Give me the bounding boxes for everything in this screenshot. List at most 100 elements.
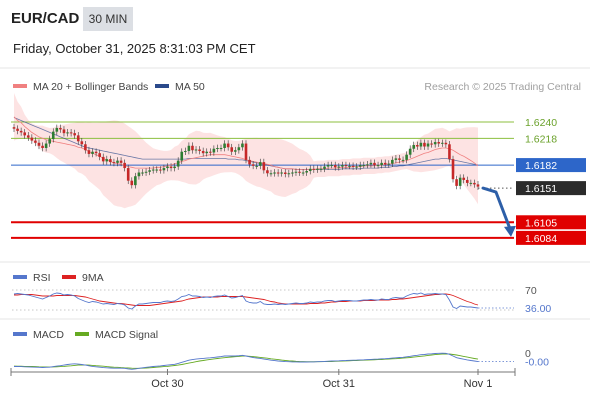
candle-up	[51, 131, 55, 140]
candle-up	[237, 147, 241, 151]
candle-up	[219, 148, 223, 149]
candle-up	[180, 151, 184, 161]
legend-ma50-swatch	[155, 84, 169, 88]
candle-up	[134, 176, 137, 186]
candle-up	[148, 170, 151, 172]
macd-zero-label: 0	[525, 348, 531, 360]
candle-up	[387, 163, 391, 165]
candle-up	[141, 172, 144, 174]
candle-down	[112, 162, 116, 164]
candle-down	[130, 180, 134, 186]
candle-up	[348, 165, 351, 167]
candle-down	[12, 127, 16, 129]
resistance-label: 1.6240	[525, 117, 557, 129]
candle-down	[169, 166, 173, 169]
interval-button[interactable]: 30 MIN	[83, 7, 133, 31]
candle-up	[173, 166, 176, 169]
candle-up	[330, 165, 333, 167]
x-axis: Oct 30 Oct 31 Nov 1	[10, 368, 516, 390]
candle-up	[44, 143, 48, 148]
research-credit: Research © 2025 Trading Central	[424, 81, 581, 93]
candle-up	[369, 162, 373, 165]
x-tick-label: Oct 30	[151, 378, 183, 390]
candle-up	[319, 168, 323, 170]
candle-up	[137, 172, 141, 177]
candle-up	[308, 168, 312, 172]
legend-9ma-swatch	[62, 275, 76, 279]
candle-down	[94, 151, 98, 154]
candle-up	[337, 166, 341, 168]
candle-down	[59, 127, 62, 130]
candle-down	[76, 135, 80, 142]
candle-down	[248, 159, 251, 165]
legend-rsi-label: RSI	[33, 272, 51, 284]
candle-down	[244, 143, 248, 160]
candle-down	[19, 130, 23, 133]
candle-down	[119, 160, 123, 163]
candle-down	[448, 144, 451, 160]
candle-up	[316, 168, 319, 170]
candle-up	[258, 162, 262, 166]
candle-up	[419, 142, 423, 147]
candle-up	[144, 171, 148, 173]
x-tick-label: Nov 1	[464, 378, 493, 390]
candle-up	[405, 154, 408, 160]
candle-up	[212, 148, 216, 153]
support-label-box	[516, 215, 586, 230]
candle-up	[458, 177, 462, 186]
candle-up	[269, 173, 273, 175]
candle-up	[194, 149, 198, 151]
candle-down	[230, 147, 234, 152]
legend-rsi-swatch	[13, 275, 27, 279]
candle-down	[159, 169, 162, 171]
projection-arrow-head	[504, 225, 516, 237]
legend-ma20-label: MA 20 + Bollinger Bands	[33, 81, 148, 93]
candle-down	[444, 142, 448, 145]
candle-up	[273, 172, 276, 174]
rsi-9ma-line	[14, 293, 479, 306]
candle-up	[408, 148, 412, 155]
candle-up	[441, 142, 444, 144]
resistance-label: 1.6218	[525, 133, 557, 145]
candle-down	[191, 145, 194, 151]
candle-down	[455, 179, 458, 186]
support-label: 1.6084	[525, 233, 557, 245]
candle-up	[287, 173, 291, 175]
candle-up	[401, 159, 405, 161]
candle-down	[416, 145, 419, 147]
candle-down	[84, 144, 87, 151]
candle-down	[465, 179, 469, 183]
legend-macd-swatch	[13, 332, 27, 336]
candle-down	[462, 177, 466, 180]
candle-up	[323, 166, 326, 169]
candle-down	[34, 140, 37, 143]
candle-down	[73, 133, 76, 136]
candle-up	[55, 127, 59, 132]
candle-up	[391, 159, 394, 164]
candle-down	[41, 145, 44, 148]
pivot-label: 1.6182	[525, 160, 557, 172]
candle-down	[430, 143, 433, 145]
candle-up	[280, 172, 283, 174]
candle-down	[251, 164, 255, 166]
candle-down	[344, 165, 348, 167]
candle-down	[266, 170, 269, 174]
candle-up	[341, 165, 344, 167]
candle-up	[376, 165, 380, 167]
candle-up	[187, 145, 191, 151]
candle-up	[155, 169, 159, 171]
candle-down	[37, 142, 41, 146]
candle-down	[437, 142, 441, 144]
candle-down	[312, 168, 316, 170]
candle-up	[205, 151, 209, 154]
candle-up	[255, 165, 259, 167]
candle-down	[80, 141, 84, 145]
candle-up	[116, 160, 119, 163]
candle-down	[201, 150, 205, 154]
candle-up	[301, 172, 305, 174]
legend-9ma-label: 9MA	[82, 272, 104, 284]
last-price-label-box	[516, 181, 586, 196]
candle-down	[451, 159, 455, 180]
candle-down	[109, 159, 112, 163]
candle-down	[283, 172, 287, 174]
